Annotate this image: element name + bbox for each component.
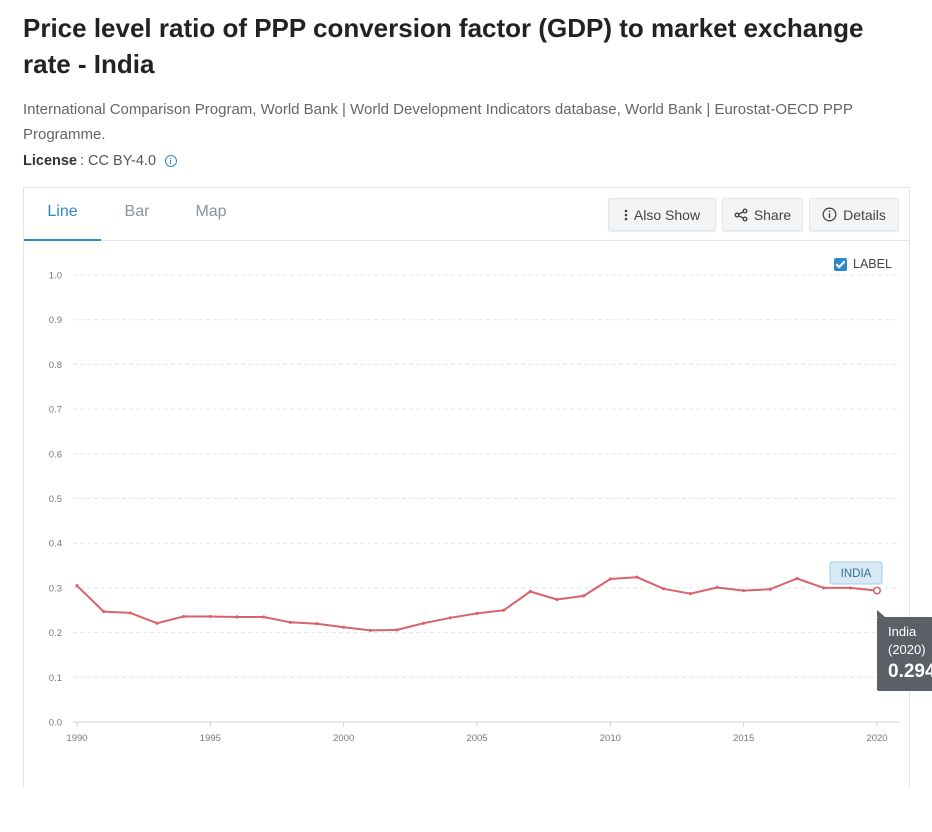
share-label: Share (753, 206, 792, 223)
tab-map[interactable]: Map (195, 203, 227, 220)
y-tick-label: 0.0 (49, 718, 62, 729)
data-point[interactable] (872, 586, 881, 595)
data-point[interactable] (582, 594, 586, 598)
share-icon (734, 208, 748, 221)
data-point[interactable] (368, 628, 372, 633)
data-point[interactable] (235, 615, 239, 619)
data-point[interactable] (528, 589, 532, 594)
also-show-button[interactable]: Also Show (608, 198, 716, 231)
series-label-text: INDIA (841, 568, 872, 580)
license-line: License : CC BY-4.0 (23, 150, 178, 172)
data-point[interactable] (208, 614, 212, 619)
chart-panel: Line Bar Map Also Show Share Details LAB… (23, 187, 910, 787)
y-tick-label: 0.7 (49, 405, 62, 416)
y-tick-label: 0.3 (49, 583, 62, 594)
data-point[interactable] (342, 625, 346, 629)
data-point[interactable] (262, 615, 266, 619)
x-tick-label: 1995 (200, 733, 221, 744)
data-point[interactable] (715, 585, 719, 590)
data-point[interactable] (502, 608, 506, 612)
page-title: Price level ratio of PPP conversion fact… (23, 13, 864, 79)
details-label: Details (843, 206, 886, 223)
license-label: License (23, 153, 77, 169)
x-tick-label: 2005 (466, 733, 487, 744)
data-point[interactable] (608, 577, 612, 581)
data-tooltip: India (2020) 0.294 (877, 610, 932, 691)
license-value: : CC BY-4.0 (80, 153, 157, 169)
y-tick-label: 0.8 (49, 360, 62, 371)
y-tick-label: 0.2 (49, 628, 62, 639)
data-point[interactable] (742, 588, 746, 593)
info-circle-icon (822, 207, 837, 222)
source-text: International Comparison Program, World … (23, 101, 853, 143)
tab-line[interactable]: Line (24, 188, 101, 241)
data-point[interactable] (315, 622, 319, 626)
y-tick-label: 0.9 (49, 315, 62, 326)
data-point[interactable] (475, 611, 479, 616)
tab-bar[interactable]: Bar (124, 203, 150, 220)
x-tick-label: 1990 (66, 733, 87, 744)
also-show-label: Also Show (633, 206, 701, 223)
data-point[interactable] (768, 587, 772, 591)
share-button[interactable]: Share (722, 198, 803, 231)
data-point[interactable] (422, 621, 426, 625)
details-button[interactable]: Details (809, 198, 899, 231)
data-point[interactable] (75, 584, 79, 588)
x-tick-label: 2020 (866, 733, 887, 744)
data-point[interactable] (822, 586, 826, 590)
data-point[interactable] (848, 586, 852, 590)
data-point[interactable] (635, 575, 639, 579)
label-toggle[interactable]: LABEL (834, 257, 892, 271)
data-point[interactable] (688, 592, 692, 596)
data-point[interactable] (182, 614, 186, 619)
series-line-india (76, 576, 878, 632)
y-tick-label: 0.1 (49, 673, 62, 684)
data-point[interactable] (102, 609, 106, 614)
x-tick-label: 2015 (733, 733, 754, 744)
tooltip-year: (2020) (888, 642, 926, 657)
data-point[interactable] (395, 628, 399, 632)
x-tick-label: 2010 (600, 733, 621, 744)
label-toggle-text: LABEL (853, 257, 892, 271)
series-label-badge (829, 561, 883, 585)
data-point[interactable] (288, 620, 292, 624)
data-point[interactable] (448, 616, 452, 620)
tooltip-value: 0.294 (888, 661, 932, 682)
chart-tabs: Line Bar Map Also Show Share Details (24, 188, 909, 241)
data-point[interactable] (795, 576, 799, 581)
info-icon[interactable] (165, 155, 178, 167)
more-vertical-icon (624, 209, 628, 220)
data-point[interactable] (555, 597, 559, 602)
data-point[interactable] (155, 621, 159, 625)
y-tick-label: 0.4 (49, 539, 62, 550)
y-tick-label: 0.5 (49, 494, 62, 505)
x-tick-label: 2000 (333, 733, 354, 744)
y-tick-label: 0.6 (49, 449, 62, 460)
tooltip-country: India (888, 624, 917, 639)
data-point[interactable] (128, 611, 132, 615)
label-checkbox[interactable] (834, 257, 847, 271)
line-chart: 0.0 0.1 0.2 0.3 0.4 0.5 0.6 0.7 0.8 0.9 1.0 1990 199… (49, 271, 900, 744)
y-tick-label: 1.0 (49, 271, 62, 282)
data-point[interactable] (662, 587, 666, 591)
